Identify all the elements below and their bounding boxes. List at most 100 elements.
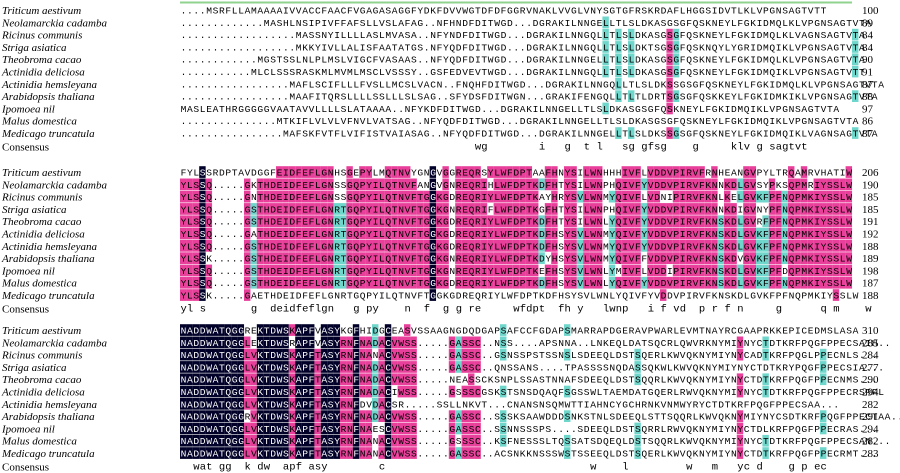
residue-shade (308, 215, 315, 228)
residue-shade (608, 264, 616, 277)
residue-shade (333, 227, 341, 240)
residue-shade (634, 264, 641, 277)
residue-shade (724, 215, 731, 228)
residue-shade (813, 203, 821, 215)
residue-shade (455, 178, 462, 191)
residue-shade (320, 336, 328, 349)
residue-shade (199, 289, 206, 301)
residue-shade (352, 276, 360, 289)
consensus-label: Consensus (2, 141, 49, 153)
residue-shade (423, 215, 430, 228)
residue-shade (256, 276, 264, 289)
residue-shade (295, 252, 302, 264)
residue-shade (660, 252, 667, 264)
residue-shade (416, 240, 424, 252)
residue-shade (647, 203, 654, 215)
residue-shade (621, 264, 629, 277)
residue-shade (826, 190, 833, 203)
residue-count: 282 (862, 436, 879, 448)
sequence: NADDWATQGGLVKTDWSKAPFTASYRNFNADACIWSS...… (181, 387, 885, 398)
residue-shade (704, 276, 712, 289)
residue-shade (199, 336, 206, 349)
residue-shade (205, 190, 213, 203)
residue-count: 291 (862, 411, 879, 423)
residue-shade (653, 240, 661, 252)
residue-shade (800, 215, 808, 228)
residue-shade (359, 240, 366, 252)
residue-shade (647, 166, 654, 178)
residue-shade (736, 336, 744, 349)
residue-shade (730, 178, 737, 191)
residue-shade (512, 190, 520, 203)
species-name: Malus domestica (1, 436, 77, 448)
residue-shade (538, 227, 545, 240)
residue-shade (256, 348, 264, 361)
residue-shade (474, 240, 481, 252)
residue-shade (199, 178, 206, 191)
residue-count: 310 (862, 325, 879, 337)
residue-shade (423, 190, 430, 203)
species-name: Neolamarckia cadamba (1, 337, 107, 349)
sequence: ............MGSTSSLNLPLMSLVIGCFVASAAS..N… (181, 55, 865, 66)
residue-shade (512, 252, 520, 264)
residue-shade (250, 264, 257, 277)
residue-shade (576, 252, 584, 264)
residue-shade (800, 240, 808, 252)
residue-shade (647, 264, 654, 277)
residue-shade (621, 240, 629, 252)
residue-shade (493, 252, 501, 264)
residue-shade (263, 240, 270, 252)
residue-shade (756, 252, 763, 264)
residue-shade (672, 240, 680, 252)
residue-shade (672, 178, 680, 191)
residue-shade (199, 215, 206, 228)
residue-shade (544, 240, 552, 252)
residue-shade (493, 190, 501, 203)
residue-shade (352, 227, 360, 240)
residue-shade (704, 178, 712, 191)
residue-shade (186, 252, 193, 264)
residue-shade (602, 102, 609, 115)
residue-shade (301, 348, 309, 361)
residue-shade (436, 264, 443, 277)
residue-shade (762, 215, 769, 228)
residue-shade (749, 276, 757, 289)
residue-shade (679, 166, 686, 178)
residue-shade (423, 240, 430, 252)
residue-shade (346, 361, 353, 373)
sequence: ..................MKKYIVLLALISFAATATGS.N… (181, 42, 865, 53)
residue-shade (372, 252, 379, 264)
residue-shade (768, 178, 776, 191)
residue-shade (698, 276, 705, 289)
residue-shade (212, 361, 219, 373)
residue-shade (301, 324, 309, 336)
residue-shade (660, 240, 667, 252)
residue-shade (301, 361, 309, 373)
residue-shade (269, 178, 277, 191)
residue-shade (180, 240, 187, 252)
residue-shade (615, 178, 622, 191)
residue-count: 191 (862, 216, 879, 228)
residue-shade (500, 336, 507, 349)
residue-shade (621, 166, 629, 178)
residue-shade (839, 276, 846, 289)
residue-shade (564, 215, 571, 228)
residue-shade (679, 252, 686, 264)
residue-shade (288, 348, 296, 361)
species-name: Neolamarckia cadamba (1, 179, 107, 191)
residue-shade (762, 348, 769, 361)
residue-shade (666, 203, 673, 215)
species-name: Neolamarckia cadamba (1, 17, 107, 29)
residue-shade (672, 166, 680, 178)
residue-shade (756, 190, 763, 203)
residue-shade (544, 276, 552, 289)
residue-shade (327, 336, 334, 349)
species-name: Actinidia deliciosa (1, 387, 85, 399)
residue-shade (813, 178, 821, 191)
residue-shade (800, 178, 808, 191)
residue-count: 282 (862, 399, 879, 411)
residue-shade (672, 203, 680, 215)
residue-shade (256, 252, 264, 264)
residue-shade (474, 336, 481, 349)
residue-shade (640, 240, 648, 252)
